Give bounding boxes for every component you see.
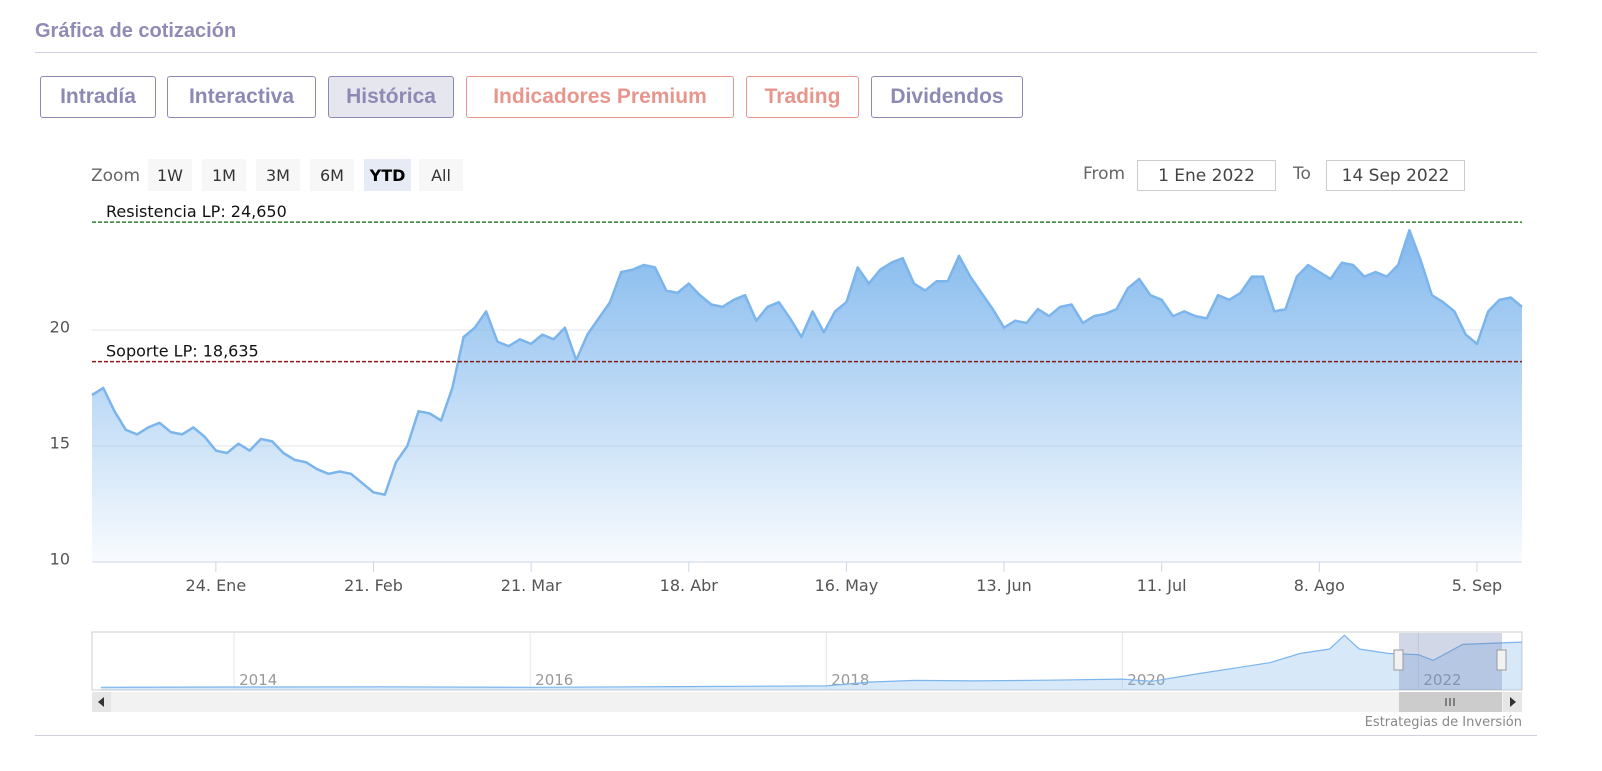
y-tick-label: 10 xyxy=(50,550,70,569)
navigator-handle[interactable] xyxy=(1393,649,1404,671)
to-label: To xyxy=(1293,164,1311,184)
zoom-button[interactable]: 6M xyxy=(310,159,354,191)
zoom-button[interactable]: 1W xyxy=(148,159,192,191)
grip xyxy=(1445,698,1455,706)
x-tick-label: 5. Sep xyxy=(1452,576,1503,595)
x-tick-label: 13. Jun xyxy=(976,576,1032,595)
zoom-button[interactable]: All xyxy=(419,159,463,191)
zoom-button[interactable]: 3M xyxy=(256,159,300,191)
line xyxy=(91,228,1523,496)
x-tick-label: 2016 xyxy=(535,671,573,689)
y-tick-label: 15 xyxy=(50,434,70,453)
plot-line-label: Soporte LP: 18,635 xyxy=(106,342,259,361)
tab[interactable]: Dividendos xyxy=(871,76,1023,118)
navigator-selection xyxy=(1399,633,1502,690)
x-tick-label: 24. Ene xyxy=(186,576,247,595)
x-tick-label: 2014 xyxy=(239,671,277,689)
zoom-button[interactable]: 1M xyxy=(202,159,246,191)
x-tick-label: 8. Ago xyxy=(1294,576,1345,595)
arrow xyxy=(1510,697,1516,707)
divider xyxy=(35,52,1537,53)
x-tick-label: 2022 xyxy=(1423,671,1461,689)
credit: Estrategias de Inversión xyxy=(1365,715,1522,730)
x-tick-label: 16. May xyxy=(815,576,879,595)
navigator-frame xyxy=(91,631,1523,691)
zoom-button[interactable]: YTD xyxy=(364,159,411,191)
to-input[interactable]: 14 Sep 2022 xyxy=(1326,160,1465,191)
y-tick-label: 20 xyxy=(50,318,70,337)
tab[interactable]: Trading xyxy=(746,76,859,118)
scrollbar-track xyxy=(92,692,1522,712)
plot-line-label: Resistencia LP: 24,650 xyxy=(106,202,287,221)
from-input[interactable]: 1 Ene 2022 xyxy=(1137,160,1276,191)
navigator-handle[interactable] xyxy=(1496,649,1507,671)
from-label: From xyxy=(1083,164,1126,184)
section-title: Gráfica de cotización xyxy=(35,20,237,42)
x-tick-label: 21. Feb xyxy=(344,576,403,595)
arrow xyxy=(98,697,104,707)
x-tick-label: 11. Jul xyxy=(1137,576,1187,595)
navigator-area xyxy=(100,635,1523,690)
zoom-label: Zoom xyxy=(91,166,141,186)
tab[interactable]: Indicadores Premium xyxy=(466,76,734,118)
area xyxy=(92,230,1522,562)
x-tick-label: 18. Abr xyxy=(660,576,719,595)
x-tick-label: 2020 xyxy=(1127,671,1165,689)
tab[interactable]: Interactiva xyxy=(167,76,316,118)
tab[interactable]: Histórica xyxy=(328,76,454,118)
x-tick-label: 21. Mar xyxy=(501,576,562,595)
divider xyxy=(35,735,1537,736)
tab[interactable]: Intradía xyxy=(40,76,156,118)
